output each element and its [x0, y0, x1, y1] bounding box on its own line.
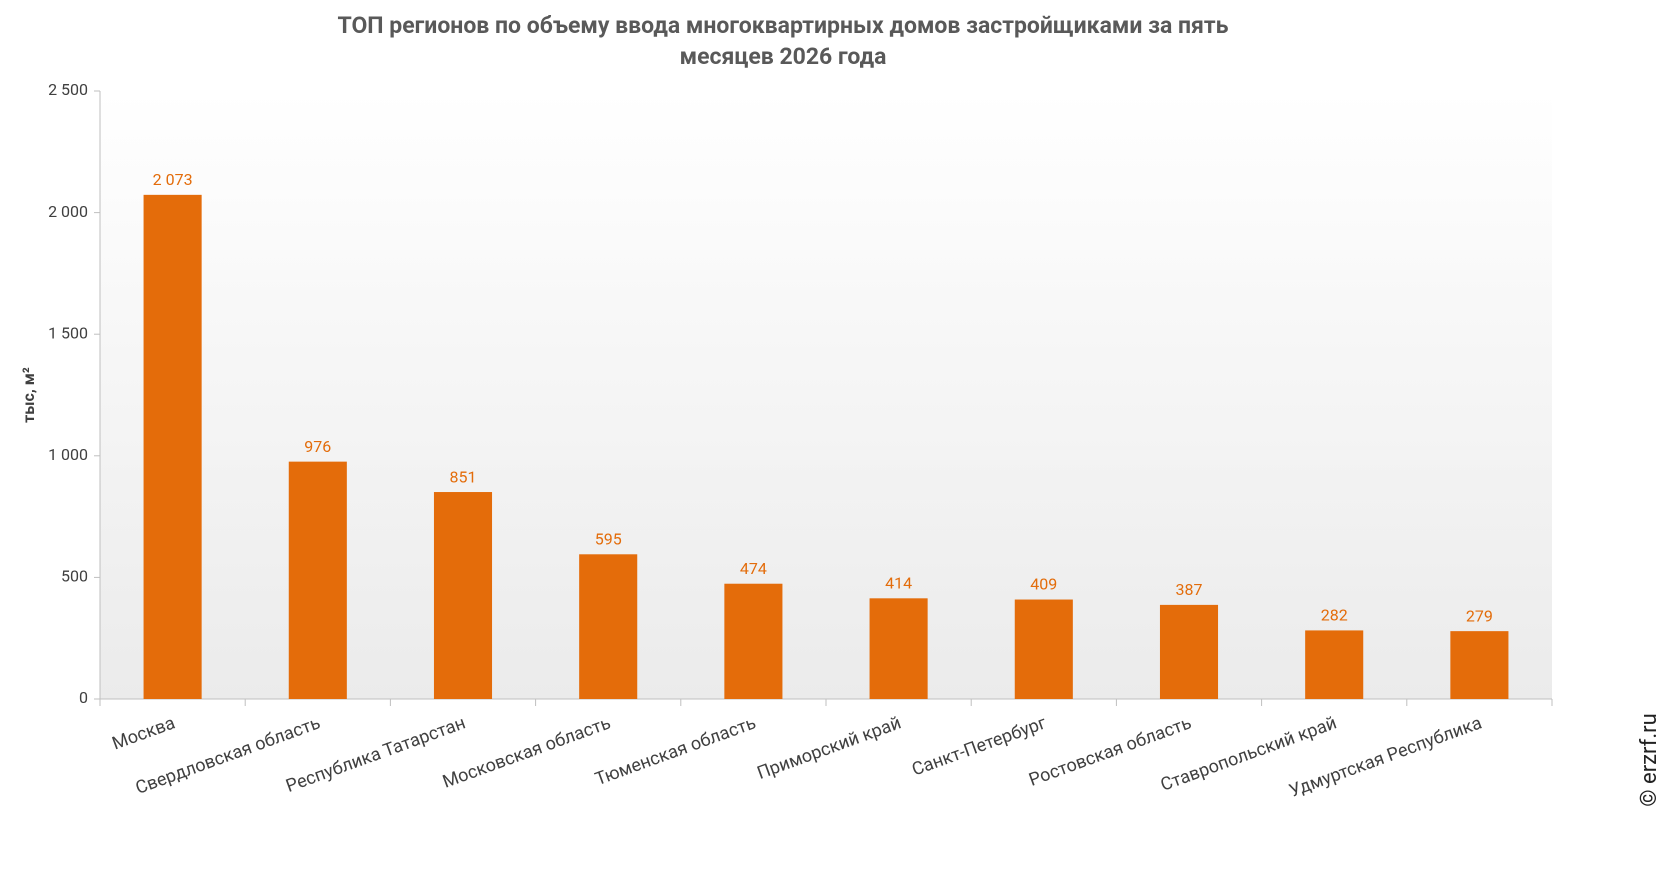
bar — [1305, 630, 1364, 699]
bar — [143, 194, 202, 699]
bar — [1159, 604, 1219, 699]
x-tick-label: Тюменская область — [592, 712, 758, 790]
value-label: 414 — [885, 574, 912, 593]
value-label: 387 — [1176, 580, 1203, 599]
y-tick-label: 1 500 — [48, 323, 88, 342]
y-axis-label: тыс, м² — [19, 367, 38, 423]
bar — [288, 461, 347, 699]
y-tick-label: 1 000 — [48, 445, 88, 464]
x-tick-label: Приморский край — [754, 712, 904, 784]
bar — [724, 583, 783, 699]
value-label: 282 — [1321, 606, 1348, 625]
value-label: 409 — [1030, 575, 1057, 594]
bar — [1450, 631, 1509, 699]
y-tick-label: 2 000 — [48, 202, 88, 221]
chart-title: месяцев 2026 года — [680, 43, 887, 70]
bar — [869, 598, 928, 699]
value-label: 2 073 — [153, 170, 193, 189]
value-label: 474 — [740, 559, 767, 578]
x-tick-label: Москва — [109, 712, 177, 754]
value-label: 976 — [304, 437, 331, 456]
y-tick-label: 500 — [61, 567, 88, 586]
watermark: © erzrf.ru — [1637, 713, 1662, 806]
y-tick-label: 0 — [79, 688, 88, 707]
value-label: 851 — [450, 467, 477, 486]
x-tick-label: Московская область — [440, 712, 614, 792]
bar — [579, 554, 638, 699]
value-label: 279 — [1466, 606, 1493, 625]
bar — [433, 492, 493, 699]
y-tick-label: 2 500 — [48, 80, 88, 99]
bar — [1014, 599, 1073, 699]
value-label: 595 — [595, 530, 622, 549]
chart-title: ТОП регионов по объему ввода многокварти… — [338, 12, 1229, 39]
